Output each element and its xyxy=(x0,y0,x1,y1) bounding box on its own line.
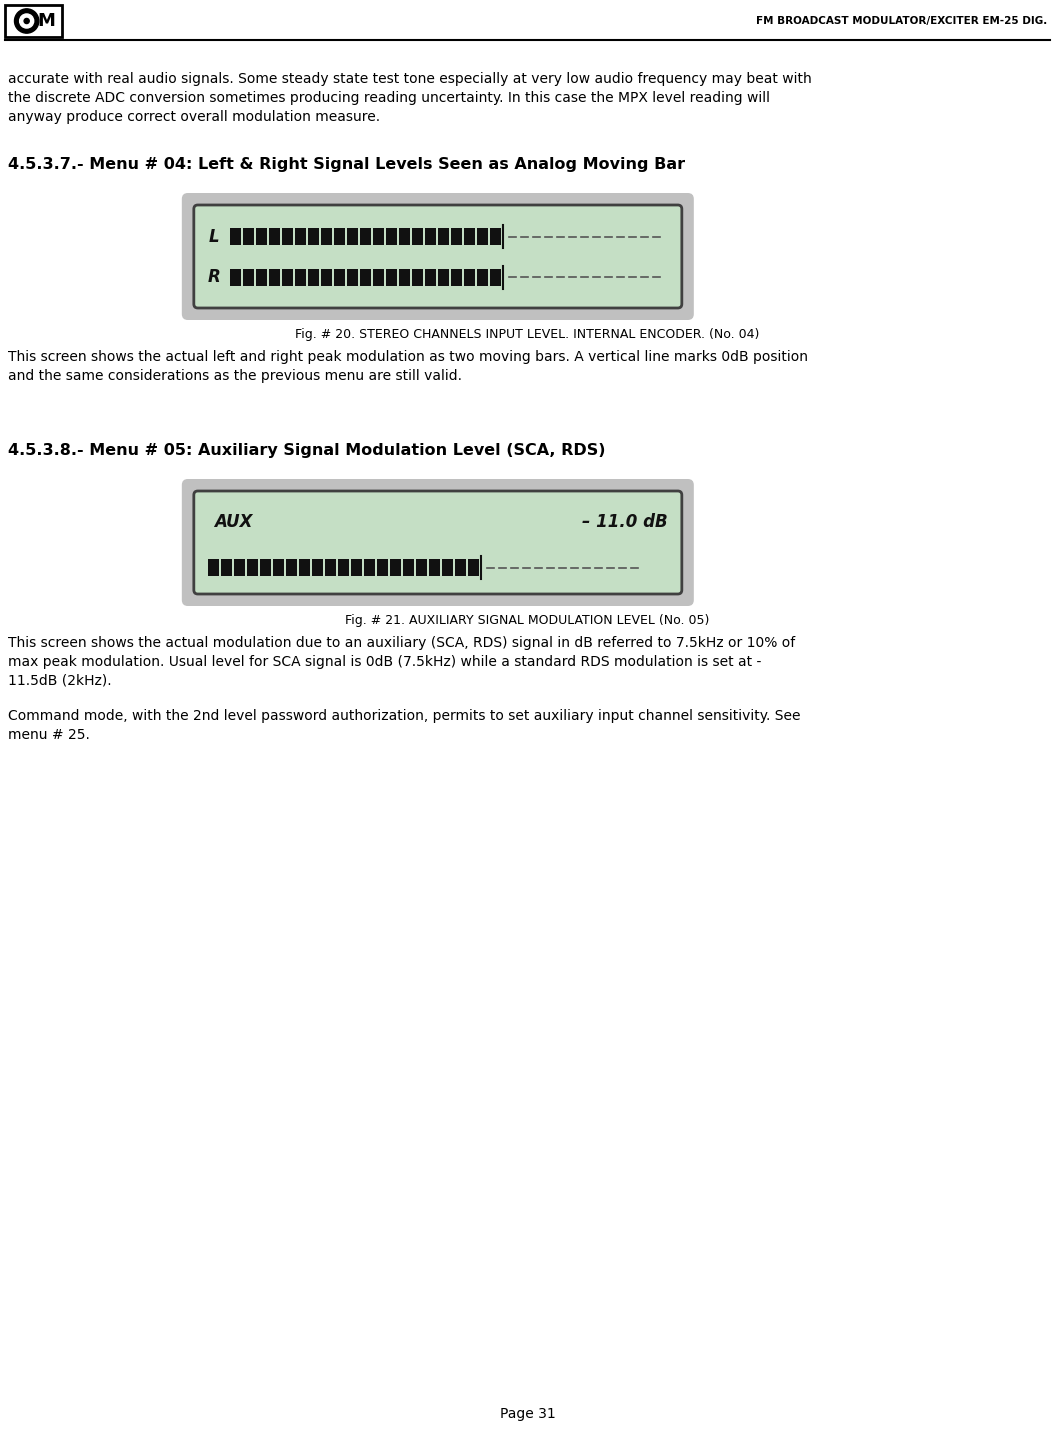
Bar xyxy=(464,269,475,285)
Text: Page 31: Page 31 xyxy=(500,1407,555,1421)
Bar xyxy=(399,228,409,246)
Text: AUX: AUX xyxy=(214,513,252,531)
Circle shape xyxy=(20,15,34,28)
Bar xyxy=(234,560,245,576)
Bar xyxy=(308,269,319,285)
Text: 4.5.3.7.- Menu # 04: Left & Right Signal Levels Seen as Analog Moving Bar: 4.5.3.7.- Menu # 04: Left & Right Signal… xyxy=(8,157,685,172)
Text: Fig. # 21. AUXILIARY SIGNAL MODULATION LEVEL (No. 05): Fig. # 21. AUXILIARY SIGNAL MODULATION L… xyxy=(345,614,710,627)
Bar xyxy=(220,560,232,576)
Bar xyxy=(467,560,479,576)
Bar xyxy=(386,228,397,246)
Bar xyxy=(5,4,62,36)
Bar xyxy=(260,560,271,576)
Bar xyxy=(425,269,436,285)
Bar xyxy=(321,228,332,246)
Bar xyxy=(208,560,218,576)
Text: 11.5dB (2kHz).: 11.5dB (2kHz). xyxy=(8,675,112,688)
Bar xyxy=(282,228,293,246)
Bar xyxy=(411,228,423,246)
Bar xyxy=(490,228,501,246)
Bar xyxy=(399,269,409,285)
Bar xyxy=(477,269,487,285)
Bar xyxy=(308,228,319,246)
FancyBboxPatch shape xyxy=(181,193,694,320)
Bar xyxy=(243,269,254,285)
Bar xyxy=(386,269,397,285)
FancyBboxPatch shape xyxy=(181,478,694,606)
Bar xyxy=(338,560,349,576)
Bar xyxy=(230,269,241,285)
Bar xyxy=(372,269,384,285)
Bar xyxy=(364,560,375,576)
Circle shape xyxy=(15,9,39,33)
Text: R: R xyxy=(208,268,220,286)
Bar xyxy=(333,269,345,285)
Bar xyxy=(321,269,332,285)
Text: Command mode, with the 2nd level password authorization, permits to set auxiliar: Command mode, with the 2nd level passwor… xyxy=(8,710,801,723)
Text: This screen shows the actual left and right peak modulation as two moving bars. : This screen shows the actual left and ri… xyxy=(8,350,808,364)
Bar xyxy=(438,228,448,246)
Bar xyxy=(347,269,358,285)
FancyBboxPatch shape xyxy=(194,491,682,595)
Text: anyway produce correct overall modulation measure.: anyway produce correct overall modulatio… xyxy=(8,111,380,124)
Bar xyxy=(360,269,370,285)
Bar xyxy=(377,560,388,576)
Bar xyxy=(299,560,310,576)
Text: FM BROADCAST MODULATOR/EXCITER EM-25 DIG.: FM BROADCAST MODULATOR/EXCITER EM-25 DIG… xyxy=(755,16,1047,26)
Bar xyxy=(450,269,462,285)
Bar xyxy=(230,228,241,246)
Bar xyxy=(490,269,501,285)
Bar xyxy=(273,560,284,576)
Bar xyxy=(442,560,453,576)
Bar xyxy=(294,269,306,285)
Bar xyxy=(403,560,414,576)
Text: 4.5.3.8.- Menu # 05: Auxiliary Signal Modulation Level (SCA, RDS): 4.5.3.8.- Menu # 05: Auxiliary Signal Mo… xyxy=(8,443,606,458)
Bar xyxy=(464,228,475,246)
Bar xyxy=(269,228,280,246)
Circle shape xyxy=(24,19,30,23)
Bar xyxy=(416,560,427,576)
FancyBboxPatch shape xyxy=(194,205,682,308)
Bar xyxy=(360,228,370,246)
Text: and the same considerations as the previous menu are still valid.: and the same considerations as the previ… xyxy=(8,369,462,382)
Bar xyxy=(333,228,345,246)
Text: max peak modulation. Usual level for SCA signal is 0dB (7.5kHz) while a standard: max peak modulation. Usual level for SCA… xyxy=(8,654,762,669)
Bar xyxy=(294,228,306,246)
Text: M: M xyxy=(37,12,55,31)
Text: L: L xyxy=(209,228,219,246)
Bar xyxy=(425,228,436,246)
Bar xyxy=(255,228,267,246)
Bar xyxy=(455,560,466,576)
Bar xyxy=(438,269,448,285)
Text: Fig. # 20. STEREO CHANNELS INPUT LEVEL. INTERNAL ENCODER. (No. 04): Fig. # 20. STEREO CHANNELS INPUT LEVEL. … xyxy=(295,329,760,342)
Bar xyxy=(347,228,358,246)
Text: This screen shows the actual modulation due to an auxiliary (SCA, RDS) signal in: This screen shows the actual modulation … xyxy=(8,635,795,650)
Bar xyxy=(477,228,487,246)
Bar xyxy=(450,228,462,246)
Bar xyxy=(243,228,254,246)
Bar xyxy=(255,269,267,285)
Bar xyxy=(247,560,257,576)
Bar xyxy=(286,560,296,576)
Bar xyxy=(411,269,423,285)
Bar xyxy=(351,560,362,576)
Bar xyxy=(269,269,280,285)
Bar xyxy=(390,560,401,576)
Bar xyxy=(325,560,335,576)
Bar xyxy=(312,560,323,576)
Bar xyxy=(282,269,293,285)
Bar xyxy=(428,560,440,576)
Text: menu # 25.: menu # 25. xyxy=(8,728,90,742)
Text: accurate with real audio signals. Some steady state test tone especially at very: accurate with real audio signals. Some s… xyxy=(8,73,811,86)
Text: the discrete ADC conversion sometimes producing reading uncertainty. In this cas: the discrete ADC conversion sometimes pr… xyxy=(8,92,770,105)
Bar xyxy=(372,228,384,246)
Text: – 11.0 dB: – 11.0 dB xyxy=(582,513,668,531)
